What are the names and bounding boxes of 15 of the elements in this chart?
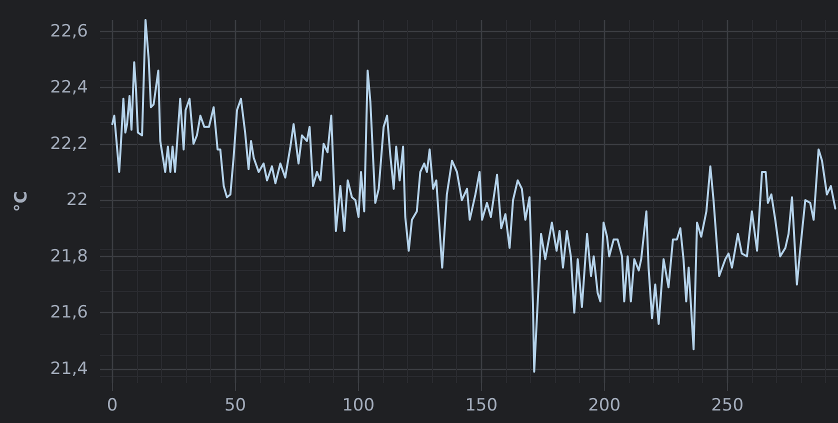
y-tick-label: 21,8 xyxy=(50,246,88,266)
x-tick-label: 150 xyxy=(465,396,498,416)
x-tick-label: 100 xyxy=(342,396,375,416)
y-tick-label: 22,4 xyxy=(50,78,88,98)
y-tick-label: 22,6 xyxy=(50,21,88,42)
x-tick-label: 50 xyxy=(224,396,246,416)
line-series xyxy=(111,19,836,373)
y-axis-title: °C xyxy=(12,191,32,212)
y-tick-label: 22 xyxy=(66,190,88,210)
x-tick-label: 200 xyxy=(588,396,621,416)
y-tick-label: 21,4 xyxy=(50,358,88,379)
x-tick-label: 250 xyxy=(711,396,744,416)
y-tick-label: 21,6 xyxy=(50,302,88,323)
y-tick-label: 22,2 xyxy=(50,134,88,154)
x-tick-label: 0 xyxy=(106,396,118,416)
